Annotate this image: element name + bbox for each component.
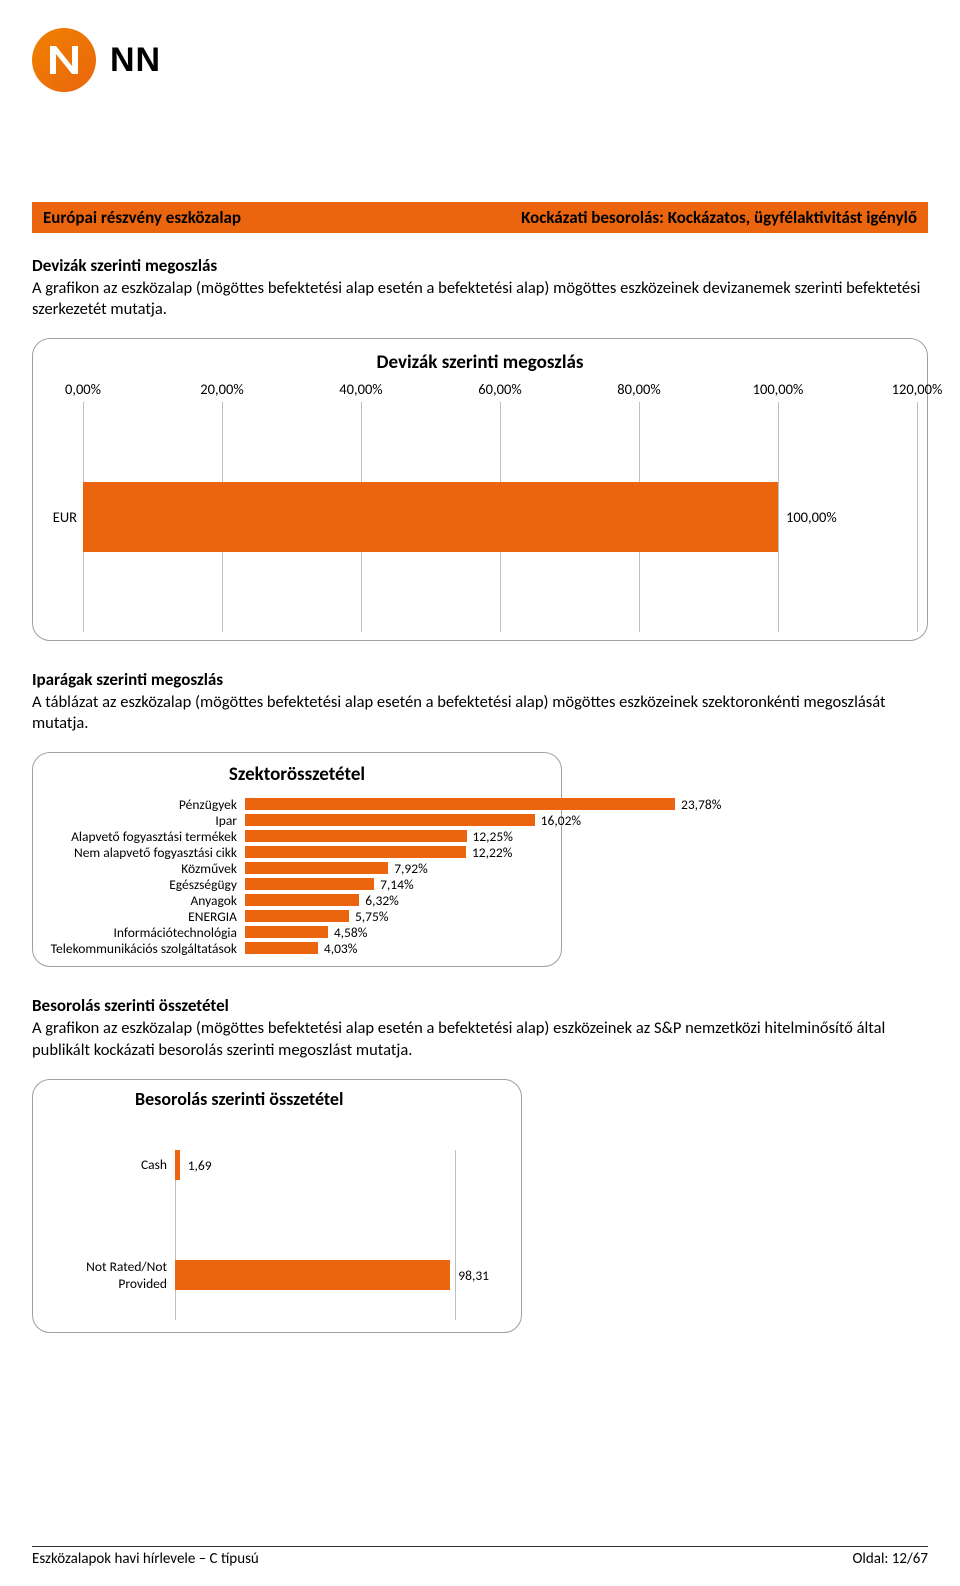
sector-chart: Szektorösszetétel Pénzügyek23,78% Ipar16,… — [32, 752, 562, 967]
sector-row: Információtechnológia 4,58% — [35, 926, 559, 938]
rating-chart-title: Besorolás szerinti összetétel — [35, 1088, 519, 1110]
logo-mark — [32, 28, 96, 92]
sector-value: 6,32% — [365, 892, 399, 909]
sector-bar — [245, 798, 675, 810]
rating-label: Cash — [35, 1156, 175, 1173]
sector-label: Közművek — [35, 860, 245, 877]
sector-value: 7,14% — [380, 876, 414, 893]
currency-plot: EUR 100,00% — [43, 402, 917, 632]
axis-tick: 0,00% — [65, 380, 101, 398]
rating-label: Not Rated/Not Provided — [35, 1258, 175, 1292]
sector-bar — [245, 830, 467, 842]
sector-row: ENERGIA 5,75% — [35, 910, 559, 922]
section3-title: Besorolás szerinti összetétel — [32, 995, 928, 1016]
sector-label: Pénzügyek — [35, 796, 245, 813]
rating-chart: Besorolás szerinti összetétel Cash 1,69 No… — [32, 1079, 522, 1333]
sector-row: Pénzügyek23,78% — [35, 798, 559, 810]
axis-tick: 80,00% — [617, 380, 660, 398]
sector-value: 4,03% — [324, 940, 358, 957]
sector-value: 12,25% — [473, 828, 513, 845]
sector-bar — [245, 910, 349, 922]
bar-value: 100,00% — [786, 508, 837, 526]
axis-tick: 40,00% — [339, 380, 382, 398]
sector-label: Információtechnológia — [35, 924, 245, 941]
sector-bar — [245, 942, 318, 954]
currency-axis: 0,00%20,00%40,00%60,00%80,00%100,00%120,… — [83, 380, 917, 398]
fund-name: Európai részvény eszközalap — [43, 207, 241, 228]
sector-rows: Pénzügyek23,78% Ipar16,02% Alapvető fogyas… — [35, 798, 559, 954]
rating-value: 1,69 — [188, 1157, 212, 1174]
sector-row: Alapvető fogyasztási termékek 12,25% — [35, 830, 559, 842]
currency-chart: Devizák szerinti megoszlás 0,00% 20,00% 40… — [32, 338, 928, 641]
footer-right: Oldal: 12/67 — [853, 1550, 929, 1568]
sector-value: 5,75% — [355, 908, 389, 925]
rating-plot: Cash 1,69 Not Rated/Not Provided 98,31 — [35, 1150, 519, 1320]
risk-classification: Kockázati besorolás: Kockázatos, ügyféla… — [521, 207, 917, 228]
sector-bar — [245, 846, 466, 858]
title-bar: Európai részvény eszközalap Kockázati be… — [32, 202, 928, 233]
sector-label: ENERGIA — [35, 908, 245, 925]
sector-value: 23,78% — [681, 796, 721, 813]
rating-bar — [175, 1260, 450, 1290]
sector-row: Anyagok 6,32% — [35, 894, 559, 906]
sector-label: Egészségügy — [35, 876, 245, 893]
sector-row: Egészségügy 7,14% — [35, 878, 559, 890]
sector-row: Ipar16,02% — [35, 814, 559, 826]
footer-left: Eszközalapok havi hírlevele – C típusú — [32, 1550, 259, 1568]
rating-bar — [175, 1150, 180, 1180]
sector-label: Telekommunikációs szolgáltatások — [35, 940, 245, 957]
rating-row: Cash 1,69 — [35, 1150, 519, 1180]
sector-label: Alapvető fogyasztási termékek — [35, 828, 245, 845]
section2-desc: A táblázat az eszközalap (mögöttes befek… — [32, 692, 928, 734]
sector-label: Nem alapvető fogyasztási cikk — [35, 844, 245, 861]
sector-bar — [245, 926, 328, 938]
bar-fill — [83, 482, 778, 552]
sector-bar — [245, 862, 388, 874]
axis-tick: 120,00% — [892, 380, 943, 398]
page-footer: Eszközalapok havi hírlevele – C típusú O… — [32, 1546, 928, 1568]
section1-title: Devizák szerinti megoszlás — [32, 255, 928, 276]
sector-value: 12,22% — [472, 844, 512, 861]
axis-tick: 60,00% — [478, 380, 521, 398]
section3-desc: A grafikon az eszközalap (mögöttes befek… — [32, 1018, 928, 1060]
section2-title: Iparágak szerinti megoszlás — [32, 669, 928, 690]
sector-row: Telekommunikációs szolgáltatások 4,03% — [35, 942, 559, 954]
rating-value: 98,31 — [458, 1267, 489, 1284]
sector-label: Anyagok — [35, 892, 245, 909]
sector-row: Közművek 7,92% — [35, 862, 559, 874]
sector-row: Nem alapvető fogyasztási cikk 12,22% — [35, 846, 559, 858]
sector-value: 16,02% — [541, 812, 581, 829]
axis-tick: 20,00% — [200, 380, 243, 398]
currency-chart-title: Devizák szerinti megoszlás — [43, 351, 917, 374]
brand-logo: NN — [32, 28, 928, 92]
sector-value: 7,92% — [394, 860, 428, 877]
sector-bar — [245, 814, 535, 826]
sector-bar — [245, 878, 374, 890]
sector-chart-title: Szektorösszetétel — [35, 763, 559, 786]
bar-label: EUR — [53, 508, 77, 526]
sector-label: Ipar — [35, 812, 245, 829]
sector-bar — [245, 894, 359, 906]
axis-tick: 100,00% — [753, 380, 804, 398]
rating-row: Not Rated/Not Provided 98,31 — [35, 1260, 519, 1290]
sector-value: 4,58% — [334, 924, 368, 941]
logo-text: NN — [110, 41, 161, 80]
section1-desc: A grafikon az eszközalap (mögöttes befek… — [32, 278, 928, 320]
